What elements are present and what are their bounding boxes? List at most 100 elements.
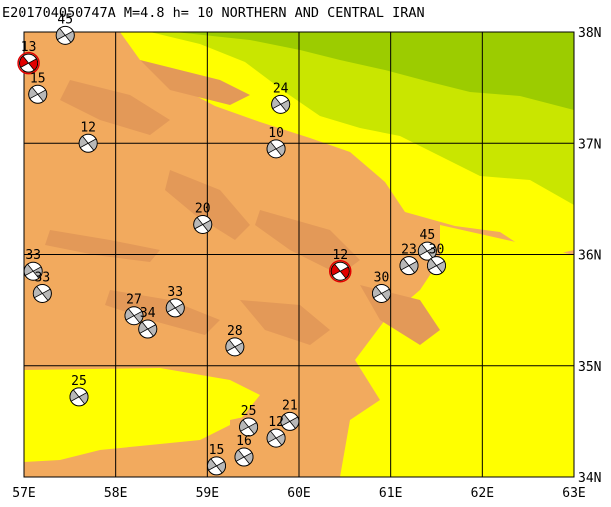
x-tick-label: 61E xyxy=(379,486,402,501)
beachball-quadrant xyxy=(275,143,286,157)
event-depth-label: 25 xyxy=(71,374,87,389)
event-marker[interactable]: 30 xyxy=(427,243,446,276)
event-marker[interactable]: 21 xyxy=(280,398,300,431)
event-marker[interactable]: 16 xyxy=(234,434,254,467)
beachball-quadrant xyxy=(289,416,300,429)
event-marker[interactable]: 33 xyxy=(165,285,185,318)
event-depth-label: 30 xyxy=(429,243,445,258)
event-marker[interactable]: 20 xyxy=(193,201,213,234)
beachball-quadrant xyxy=(78,392,89,405)
beachball-quadrant xyxy=(41,288,52,302)
event-depth-label: 12 xyxy=(268,415,284,430)
x-tick-label: 57E xyxy=(12,486,35,501)
terrain-ridge-2 xyxy=(140,60,250,105)
event-depth-label: 34 xyxy=(140,306,156,321)
beachball-quadrant xyxy=(427,258,438,271)
y-tick-label: 38N xyxy=(578,26,601,41)
event-depth-label: 24 xyxy=(273,81,289,96)
beachball-quadrant xyxy=(280,413,291,427)
beachball-quadrant xyxy=(372,285,383,299)
event-depth-label: 27 xyxy=(126,293,142,308)
terrain-ridge-6 xyxy=(255,210,360,275)
beachball-quadrant xyxy=(247,422,258,435)
event-marker[interactable]: 33 xyxy=(32,270,52,303)
terrain-south-ridge xyxy=(24,458,200,477)
event-marker[interactable]: 27 xyxy=(124,293,144,326)
event-marker[interactable]: 12 xyxy=(266,415,286,448)
x-tick-label: 58E xyxy=(104,486,127,501)
beachball-quadrant xyxy=(19,55,30,69)
event-marker[interactable]: 30 xyxy=(372,270,391,303)
event-marker[interactable]: 33 xyxy=(23,248,43,281)
event-marker[interactable]: 34 xyxy=(138,306,158,339)
event-depth-label: 10 xyxy=(268,126,284,141)
beachball-quadrant xyxy=(133,310,144,324)
graticule xyxy=(24,32,574,477)
y-tick-label: 37N xyxy=(578,137,601,152)
event-marker[interactable]: 23 xyxy=(399,243,419,276)
event-marker[interactable]: 12 xyxy=(78,120,98,153)
beachball-quadrant xyxy=(124,308,135,321)
event-depth-label: 33 xyxy=(35,270,51,285)
event-marker[interactable]: 15 xyxy=(28,71,48,104)
event-depth-label: 12 xyxy=(80,120,96,135)
event-depth-label: 45 xyxy=(420,228,436,243)
event-marker[interactable]: 45 xyxy=(55,12,75,45)
terrain-darkgreen-lowland xyxy=(175,32,574,110)
event-depth-label: 45 xyxy=(57,12,73,27)
longitude-tick-labels: 57E 58E 59E 60E 61E 62E 63E xyxy=(12,486,585,501)
event-depth-label: 16 xyxy=(236,434,252,449)
beachball-quadrant xyxy=(193,216,204,230)
x-tick-label: 62E xyxy=(471,486,494,501)
beachball-quadrant xyxy=(408,260,419,274)
event-marker[interactable]: 15 xyxy=(207,443,226,476)
beachball-quadrant xyxy=(234,449,245,462)
terrain-ridge-5 xyxy=(105,290,220,335)
beachball-quadrant xyxy=(215,461,226,474)
beachball-quadrant xyxy=(174,303,185,316)
event-depth-label: 21 xyxy=(282,398,298,413)
terrain-east-plain xyxy=(340,225,574,477)
beachball-quadrant xyxy=(78,135,89,149)
event-depth-label: 28 xyxy=(227,324,243,339)
beachball-quadrant xyxy=(280,99,291,112)
beachball-quadrant xyxy=(165,300,176,313)
event-marker[interactable]: 13 xyxy=(17,40,40,75)
beachball-quadrant xyxy=(234,341,245,355)
beachball-quadrant xyxy=(380,288,391,302)
x-tick-label: 60E xyxy=(287,486,310,501)
beachball-quadrant xyxy=(435,260,446,274)
event-marker[interactable]: 28 xyxy=(225,324,245,357)
beachball-quadrant xyxy=(23,263,34,277)
beachball-quadrant xyxy=(147,324,158,337)
event-marker[interactable]: 25 xyxy=(239,404,259,437)
beachball-quadrant xyxy=(275,433,286,446)
highlight-ring xyxy=(329,259,352,283)
y-tick-label: 34N xyxy=(578,471,601,486)
x-tick-label: 63E xyxy=(562,486,585,501)
beachball-quadrant xyxy=(27,58,38,71)
event-depth-label: 13 xyxy=(21,40,37,55)
beachball-quadrant xyxy=(32,285,43,299)
beachball-quadrant xyxy=(32,266,43,279)
event-marker[interactable]: 25 xyxy=(69,374,89,407)
beachball-quadrant xyxy=(339,266,350,279)
beachball-quadrant xyxy=(207,458,218,471)
event-depth-label: 20 xyxy=(195,201,211,216)
beachball-quadrant xyxy=(28,86,39,100)
beachball-quadrant xyxy=(271,96,282,110)
beachball-quadrant xyxy=(202,219,213,233)
beachball-quadrant xyxy=(239,419,250,432)
event-depth-label: 30 xyxy=(374,270,390,285)
event-depth-label: 12 xyxy=(332,248,348,263)
beachball-quadrant xyxy=(138,321,149,334)
beachball-quadrant xyxy=(266,141,277,154)
x-tick-label: 59E xyxy=(196,486,219,501)
event-marker[interactable]: 24 xyxy=(271,81,291,114)
latitude-tick-labels: 38N 37N 36N 35N 34N xyxy=(578,26,601,486)
event-marker[interactable]: 10 xyxy=(266,126,286,159)
event-marker[interactable]: 12 xyxy=(329,248,352,283)
beachball-quadrant xyxy=(55,27,66,41)
